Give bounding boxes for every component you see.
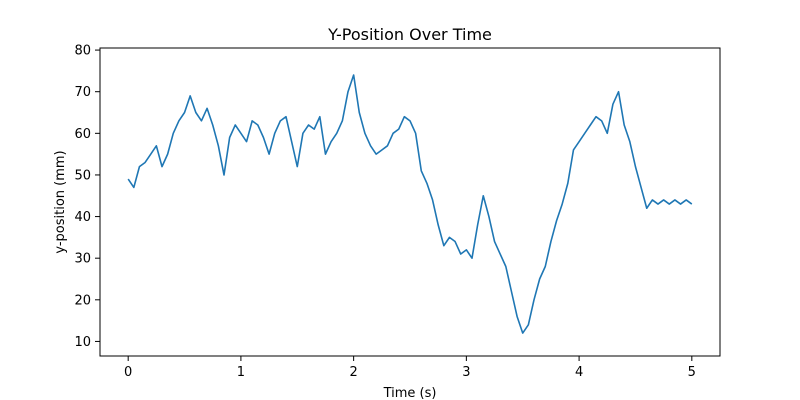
y-tick-label: 10 bbox=[74, 335, 91, 350]
y-tick-label: 40 bbox=[74, 210, 91, 225]
x-axis: 0 1 2 3 4 5 bbox=[124, 356, 696, 380]
x-axis-label: Time (s) bbox=[383, 386, 437, 400]
x-tick-label: 2 bbox=[349, 365, 357, 380]
y-axis-label: y-position (mm) bbox=[53, 150, 68, 253]
axes-frame bbox=[99, 47, 721, 357]
x-tick-label: 3 bbox=[462, 365, 470, 380]
x-tick-label: 0 bbox=[124, 365, 132, 380]
x-tick-label: 1 bbox=[237, 365, 245, 380]
y-tick-label: 30 bbox=[74, 252, 91, 267]
y-tick-label: 50 bbox=[74, 168, 91, 183]
y-tick-label: 80 bbox=[74, 44, 91, 59]
chart-title: Y-Position Over Time bbox=[327, 25, 492, 44]
x-tick-label: 5 bbox=[688, 365, 696, 380]
y-tick-label: 20 bbox=[74, 293, 91, 308]
series-line bbox=[127, 74, 693, 334]
plot-area bbox=[127, 74, 693, 334]
x-tick-label: 4 bbox=[575, 365, 583, 380]
y-axis: 10 20 30 40 50 60 70 80 bbox=[74, 44, 100, 350]
y-tick-label: 70 bbox=[74, 85, 91, 100]
y-tick-label: 60 bbox=[74, 127, 91, 142]
